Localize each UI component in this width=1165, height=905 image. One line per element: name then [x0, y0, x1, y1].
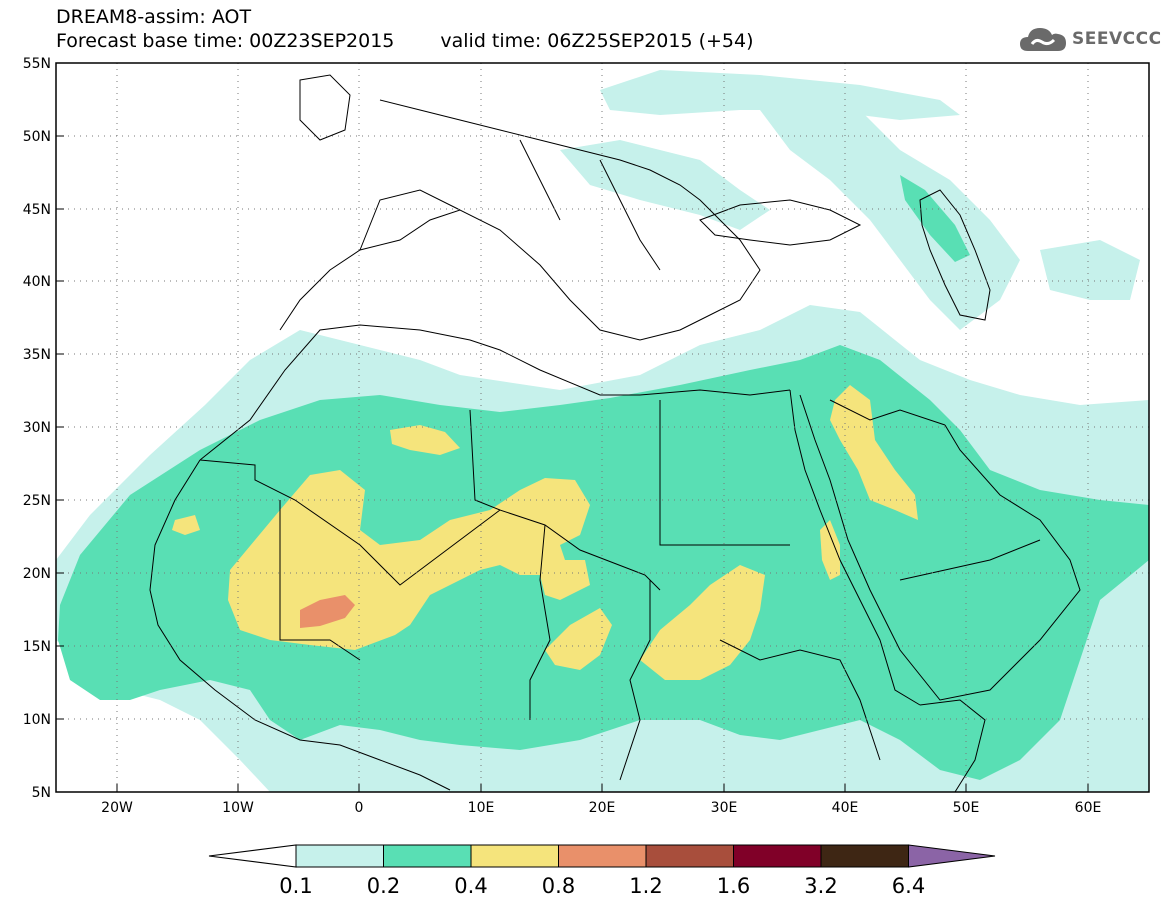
- aot-band-0.1-north: [560, 140, 770, 230]
- aot-band-0.1-iran: [1040, 240, 1140, 300]
- forecast-times: Forecast base time: 00Z23SEP2015 valid ti…: [56, 30, 754, 52]
- lat-label-25N: 25N: [23, 493, 51, 509]
- arabia-border: [829, 399, 1041, 581]
- seevccc-logo: SEEVCCC: [1018, 22, 1162, 56]
- lon-label-60E: 60E: [1075, 800, 1102, 816]
- lat-label-15N: 15N: [23, 639, 51, 655]
- lon-label-30E: 30E: [711, 800, 738, 816]
- lon-label-10E: 10E: [468, 800, 495, 816]
- africa-border-6: [619, 580, 651, 781]
- lon-label-40E: 40E: [832, 800, 859, 816]
- africa-border-4: [659, 400, 790, 546]
- lon-label-0: 0: [355, 800, 364, 816]
- colorbar-label-0.1: 0.1: [279, 874, 312, 898]
- lon-label-50E: 50E: [953, 800, 980, 816]
- africa-border-1: [199, 459, 661, 591]
- caspian-sea-coastline: [919, 189, 991, 321]
- lat-label-30N: 30N: [23, 420, 51, 436]
- map-title: DREAM8-assim: AOT: [56, 6, 252, 28]
- colorbar-label-0.2: 0.2: [367, 874, 400, 898]
- africa-border-7: [719, 639, 881, 761]
- colorbar-label-1.6: 1.6: [717, 874, 750, 898]
- colorbar-cell-1.6-3.2: [733, 844, 822, 868]
- latitude-ticks: [56, 62, 64, 793]
- colorbar-label-0.4: 0.4: [454, 874, 487, 898]
- aot-band-0.4-libya: [390, 425, 460, 455]
- british-isles-coastline: [299, 74, 351, 141]
- colorbar-label-6.4: 6.4: [892, 874, 925, 898]
- lon-label-20W: 20W: [101, 800, 133, 816]
- red-sea-west-coast: [789, 389, 921, 706]
- colorbar-under-arrow: [208, 844, 297, 868]
- colorbar-label-3.2: 3.2: [804, 874, 837, 898]
- colorbar-cell-0.1-0.2: [295, 844, 384, 868]
- forecast-valid-time: valid time: 06Z25SEP2015 (+54): [440, 30, 754, 52]
- colorbar: [208, 844, 996, 868]
- forecast-base-time: Forecast base time: 00Z23SEP2015: [56, 30, 395, 52]
- latitude-labels: 5N 10N 15N 20N 25N 30N 35N 40N 45N 50N 5…: [23, 56, 51, 801]
- aot-band-0.4-redsea: [820, 520, 840, 580]
- lat-label-5N: 5N: [32, 785, 51, 801]
- logo-text: SEEVCCC: [1072, 29, 1162, 49]
- lon-label-10W: 10W: [222, 800, 254, 816]
- colorbar-over-arrow: [908, 844, 996, 868]
- longitude-labels: 20W 10W 0 10E 20E 30E 40E 50E 60E: [101, 800, 1101, 816]
- colorbar-cell-0.8-1.2: [558, 844, 647, 868]
- lat-label-55N: 55N: [23, 56, 51, 72]
- lon-label-20E: 20E: [589, 800, 616, 816]
- colorbar-cell-3.2-6.4: [820, 844, 909, 868]
- west-africa-coastline: [149, 459, 451, 791]
- lat-label-35N: 35N: [23, 347, 51, 363]
- colorbar-labels: 0.1 0.2 0.4 0.8 1.2 1.6 3.2 6.4: [279, 874, 925, 898]
- cloud-icon: [1020, 28, 1066, 51]
- colorbar-cell-0.2-0.4: [383, 844, 472, 868]
- aot-band-0.4-sudan: [640, 565, 765, 680]
- lat-label-10N: 10N: [23, 712, 51, 728]
- colorbar-cell-0.4-0.8: [470, 844, 559, 868]
- aot-band-0.2-caucasus: [900, 175, 970, 262]
- lat-label-50N: 50N: [23, 129, 51, 145]
- north-africa-coastline: [199, 324, 791, 461]
- longitude-ticks: [116, 784, 1089, 792]
- colorbar-cell-1.2-1.6: [645, 844, 734, 868]
- aot-contour-field: [56, 70, 1149, 792]
- colorbar-label-1.2: 1.2: [629, 874, 662, 898]
- lat-label-40N: 40N: [23, 274, 51, 290]
- africa-border-3: [469, 409, 501, 511]
- black-sea-coastline: [699, 199, 862, 246]
- aot-band-0.8: [300, 595, 355, 628]
- aot-band-0.4-chad: [545, 608, 612, 670]
- europe-coastline: [279, 99, 761, 341]
- aot-band-0.1-russia: [600, 70, 960, 120]
- aot-band-0.4-mauritania: [172, 515, 200, 535]
- africa-border-5: [529, 524, 551, 720]
- horn-of-africa-coastline: [919, 699, 986, 792]
- lat-label-45N: 45N: [23, 202, 51, 218]
- colorbar-label-0.8: 0.8: [542, 874, 575, 898]
- aot-band-0.4-arabia: [830, 385, 918, 520]
- lat-label-20N: 20N: [23, 566, 51, 582]
- aot-band-0.1-caspian: [760, 90, 1020, 330]
- europe-border: [359, 139, 661, 271]
- africa-border-2: [279, 500, 361, 661]
